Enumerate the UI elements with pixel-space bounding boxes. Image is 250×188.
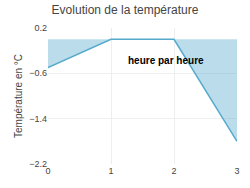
svg-text:heure par heure: heure par heure	[128, 55, 204, 66]
svg-text:−1.4: −1.4	[29, 114, 47, 124]
svg-text:0.2: 0.2	[34, 23, 47, 33]
svg-text:3: 3	[234, 166, 239, 176]
svg-text:2: 2	[171, 166, 176, 176]
svg-text:Evolution de la température: Evolution de la température	[52, 3, 199, 17]
svg-text:1: 1	[108, 166, 113, 176]
svg-text:−2.2: −2.2	[29, 159, 47, 169]
svg-text:Température en °C: Température en °C	[13, 54, 24, 138]
svg-text:−0.6: −0.6	[29, 68, 47, 78]
svg-text:0: 0	[45, 166, 50, 176]
